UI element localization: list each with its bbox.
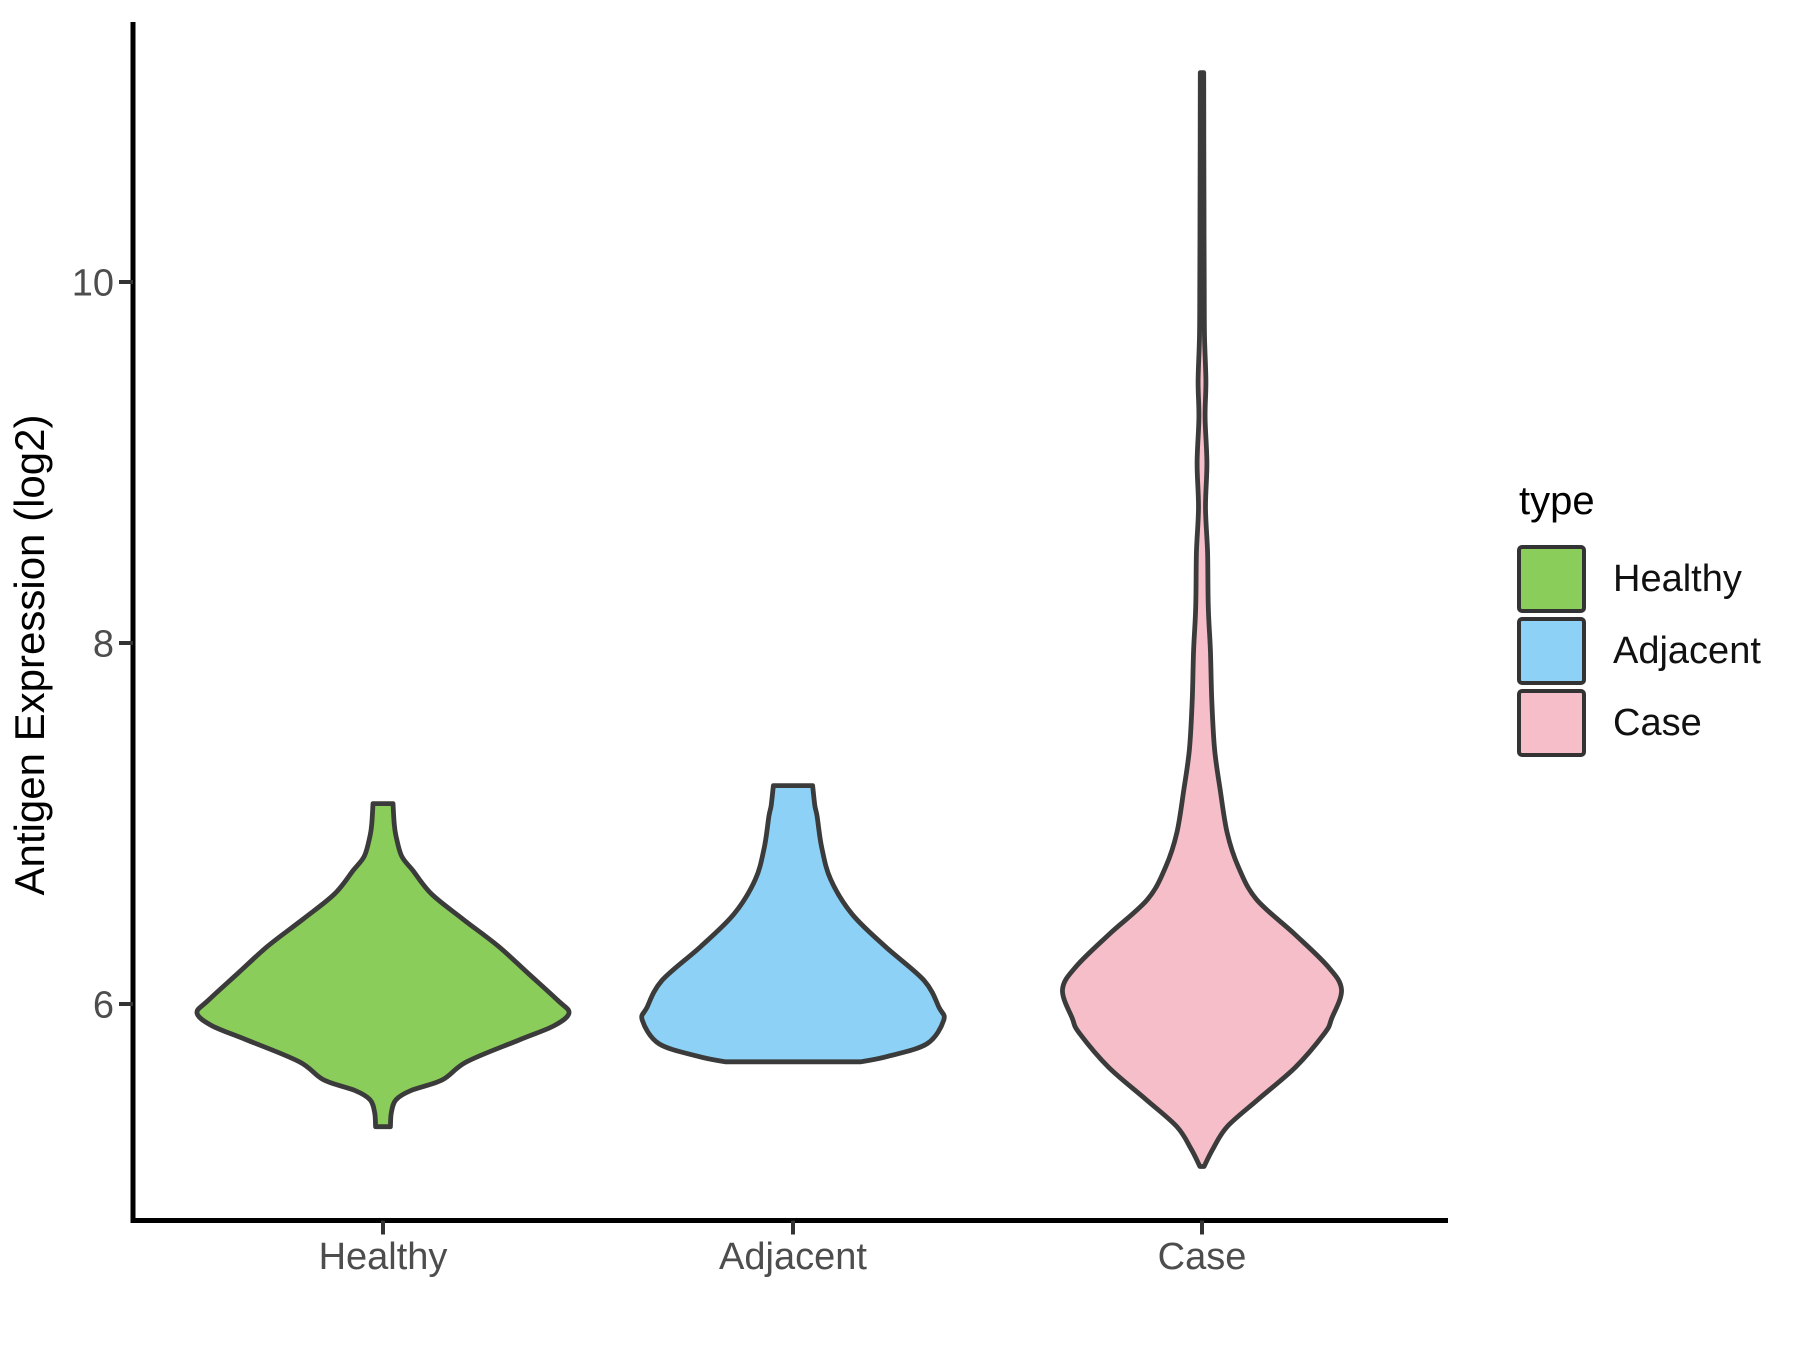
axes-group [130, 22, 1448, 1223]
legend-entry-case: Case [1517, 689, 1761, 757]
y-tick-label-8: 8 [93, 624, 114, 666]
legend-title: type [1519, 479, 1595, 523]
axis-lines [130, 22, 1448, 1223]
x-tick-label-case: Case [1158, 1236, 1247, 1278]
legend-swatch-adjacent [1517, 617, 1586, 685]
x-tick-label-healthy: Healthy [319, 1236, 448, 1278]
legend-label-adjacent: Adjacent [1613, 629, 1761, 672]
y-tick-label-6: 6 [93, 985, 114, 1027]
violin-adjacent [639, 783, 947, 1065]
violin-case [1060, 70, 1344, 1169]
legend-entry-adjacent: Adjacent [1517, 617, 1761, 685]
legend-items: Healthy Adjacent Case [1517, 545, 1761, 757]
legend-swatch-case [1517, 689, 1586, 757]
legend-entry-healthy: Healthy [1517, 545, 1761, 613]
y-axis-title: Antigen Expression (log2) [6, 415, 53, 896]
legend: type Healthy Adjacent Case [1517, 481, 1761, 761]
y-tick-label-10: 10 [72, 263, 114, 305]
legend-swatch-healthy [1517, 545, 1586, 613]
legend-label-case: Case [1613, 701, 1702, 744]
axis-ticks-group: 6 8 10 Healthy Adjacent Case [72, 263, 1247, 1279]
legend-label-healthy: Healthy [1613, 557, 1742, 600]
violin-healthy [194, 801, 572, 1130]
x-tick-label-adjacent: Adjacent [719, 1236, 867, 1278]
violins-group [194, 70, 1344, 1169]
